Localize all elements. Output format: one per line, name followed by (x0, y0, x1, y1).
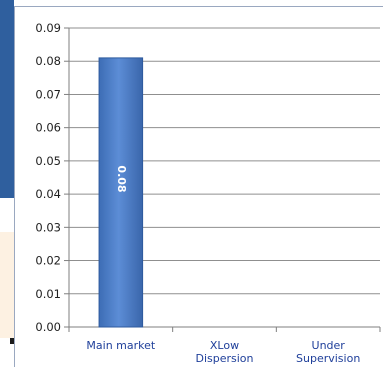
x-category-label: XLow Dispersion (195, 339, 253, 365)
side-band-marker (10, 338, 14, 344)
bar-chart: 0.00 0.01 0.02 0.03 0.04 0.05 0.06 0.07 0.08 0.09… (35, 21, 381, 365)
y-tick-label: 0.01 (35, 287, 61, 301)
side-band-cream (0, 232, 15, 338)
y-tick-labels: 0.00 0.01 0.02 0.03 0.04 0.05 0.06 0.07 0.08 0.09 (35, 21, 61, 334)
data-labels: 0.08 (115, 165, 128, 192)
bars (98, 57, 144, 328)
y-tick-label: 0.03 (35, 220, 61, 234)
y-tick-label: 0.05 (35, 154, 61, 168)
y-tick-label: 0.00 (35, 320, 61, 334)
y-tick-label: 0.04 (35, 187, 61, 201)
y-tick-label: 0.07 (35, 87, 61, 101)
bar-main-market (98, 57, 144, 328)
x-category-labels: Main market XLow Dispersion Under Supervisio… (86, 339, 360, 365)
y-tick-label: 0.06 (35, 121, 61, 135)
window-side-strip (0, 0, 15, 367)
x-category-label: Under Supervision (296, 339, 360, 365)
x-category-label: Main market (86, 339, 155, 352)
y-tick-label: 0.02 (35, 254, 61, 268)
side-band-blue (0, 0, 14, 198)
data-label: 0.08 (115, 165, 128, 192)
y-tick-label: 0.08 (35, 54, 61, 68)
y-tick-label: 0.09 (35, 21, 61, 35)
chart-frame: 0.00 0.01 0.02 0.03 0.04 0.05 0.06 0.07 0.08 0.09… (14, 6, 383, 367)
